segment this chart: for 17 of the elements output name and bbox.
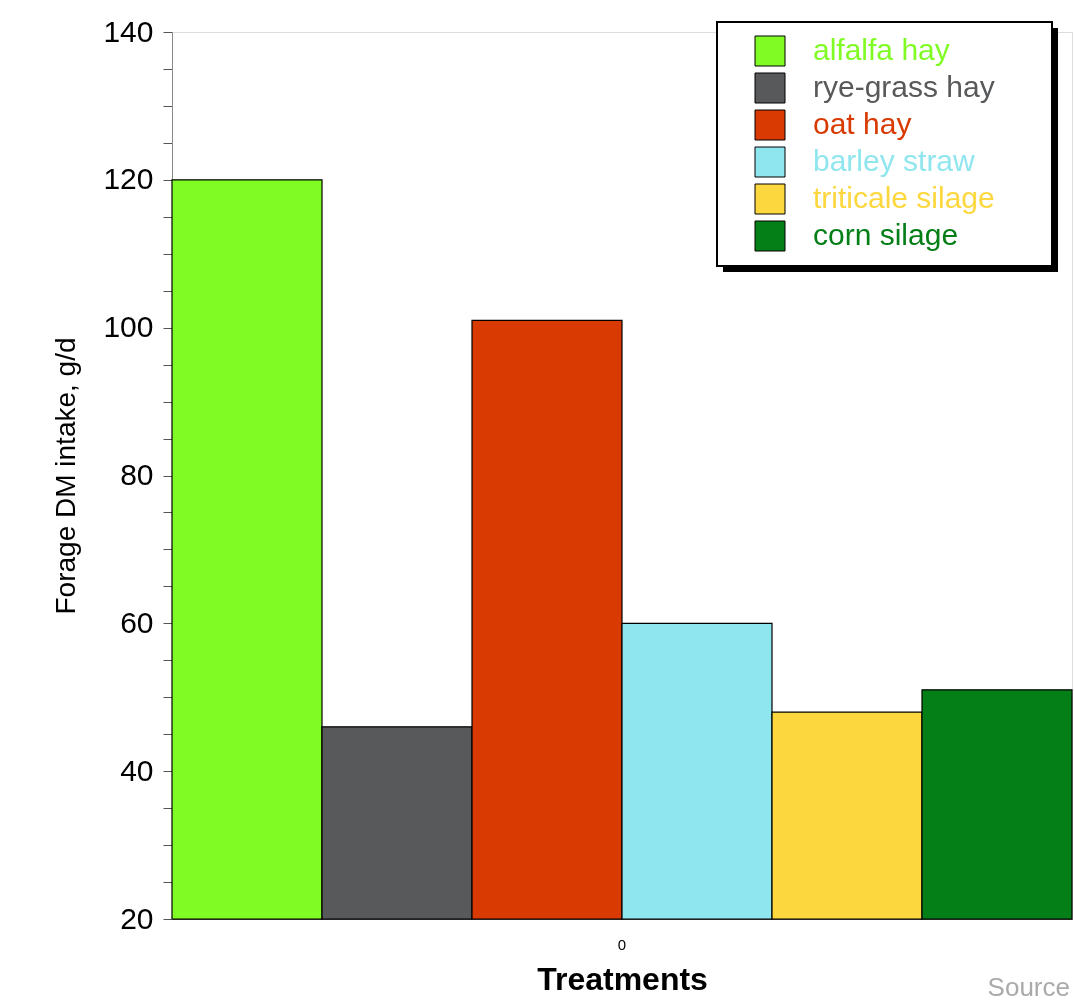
y-tick-label: 80 xyxy=(120,458,154,491)
text: Source xyxy=(987,972,1070,1002)
x-tick-label: 0 xyxy=(617,935,627,953)
y-tick-label: 140 xyxy=(103,14,154,48)
y-tick-label: 40 xyxy=(120,753,154,787)
legend-label: oat hay xyxy=(813,107,912,140)
y-tick-label: 20 xyxy=(120,901,154,935)
y-axis-title: Forage DM intake, g/d xyxy=(50,337,82,615)
legend-label: rye-grass hay xyxy=(813,70,995,103)
y-tick-label: 100 xyxy=(103,310,154,344)
legend-label: barley straw xyxy=(813,144,976,177)
x-axis-title: Treatments xyxy=(537,960,708,997)
y-tick-label: 120 xyxy=(103,162,154,196)
legend-label: corn silage xyxy=(813,218,959,251)
legend-label: alfalfa hay xyxy=(813,33,950,66)
legend-label: triticale silage xyxy=(813,181,995,214)
y-tick-label: 60 xyxy=(120,605,154,639)
